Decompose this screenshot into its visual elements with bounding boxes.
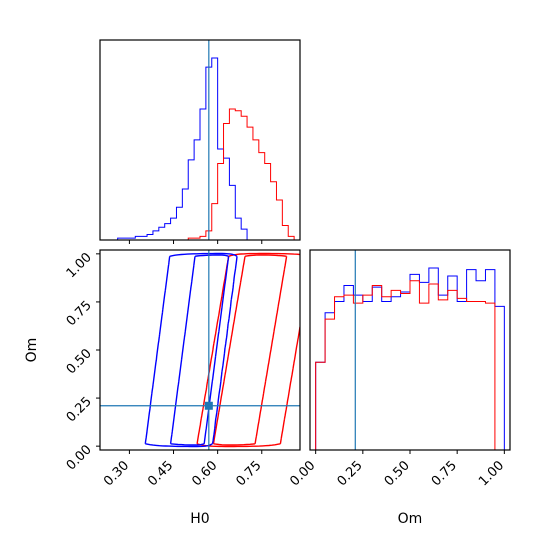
h0-histogram-frame — [99, 39, 301, 241]
contour-frame — [99, 249, 301, 451]
contour-lines — [144, 252, 300, 448]
om-histogram-series-2 — [315, 280, 505, 451]
contour-xlabel: H0 — [190, 511, 209, 527]
om-xtick-label-1: 0.25 — [335, 458, 366, 489]
contour-series-2-inner — [212, 254, 288, 446]
contour-ytick-label-4: 1.00 — [64, 250, 95, 281]
contour-series-1-inner — [169, 254, 230, 446]
contour-xtick-label-1: 0.45 — [145, 458, 176, 489]
contour-xtick-label-2: 0.60 — [189, 458, 220, 489]
om-xtick-label-4: 1.00 — [476, 458, 507, 489]
contour-series-2-outer — [196, 252, 300, 448]
contour-xtick-label-0: 0.30 — [101, 458, 132, 489]
contour-truth-marker — [204, 401, 213, 410]
om-xtick-label-2: 0.50 — [382, 458, 413, 489]
h0-om-contour-panel: 0.30 0.45 0.60 0.75 0.00 0.25 0.50 0.75 1.00 H0 Om — [24, 249, 301, 527]
h0-histogram-series-1 — [100, 57, 300, 241]
contour-ytick-label-0: 0.00 — [64, 442, 95, 473]
h0-histogram-panel — [99, 39, 301, 244]
contour-series-1-outer — [144, 252, 238, 448]
contour-xtick-label-3: 0.75 — [234, 458, 265, 489]
om-histogram-panel: 0.00 0.25 0.50 0.75 1.00 Om — [287, 249, 511, 527]
contour-ylabel: Om — [24, 338, 40, 363]
om-xtick-label-0: 0.00 — [287, 458, 318, 489]
om-xtick-label-3: 0.75 — [429, 458, 460, 489]
contour-ytick-label-2: 0.50 — [64, 346, 95, 377]
contour-ytick-label-1: 0.25 — [64, 394, 95, 425]
contour-ytick-label-3: 0.75 — [64, 298, 95, 329]
om-xlabel: Om — [398, 511, 423, 527]
